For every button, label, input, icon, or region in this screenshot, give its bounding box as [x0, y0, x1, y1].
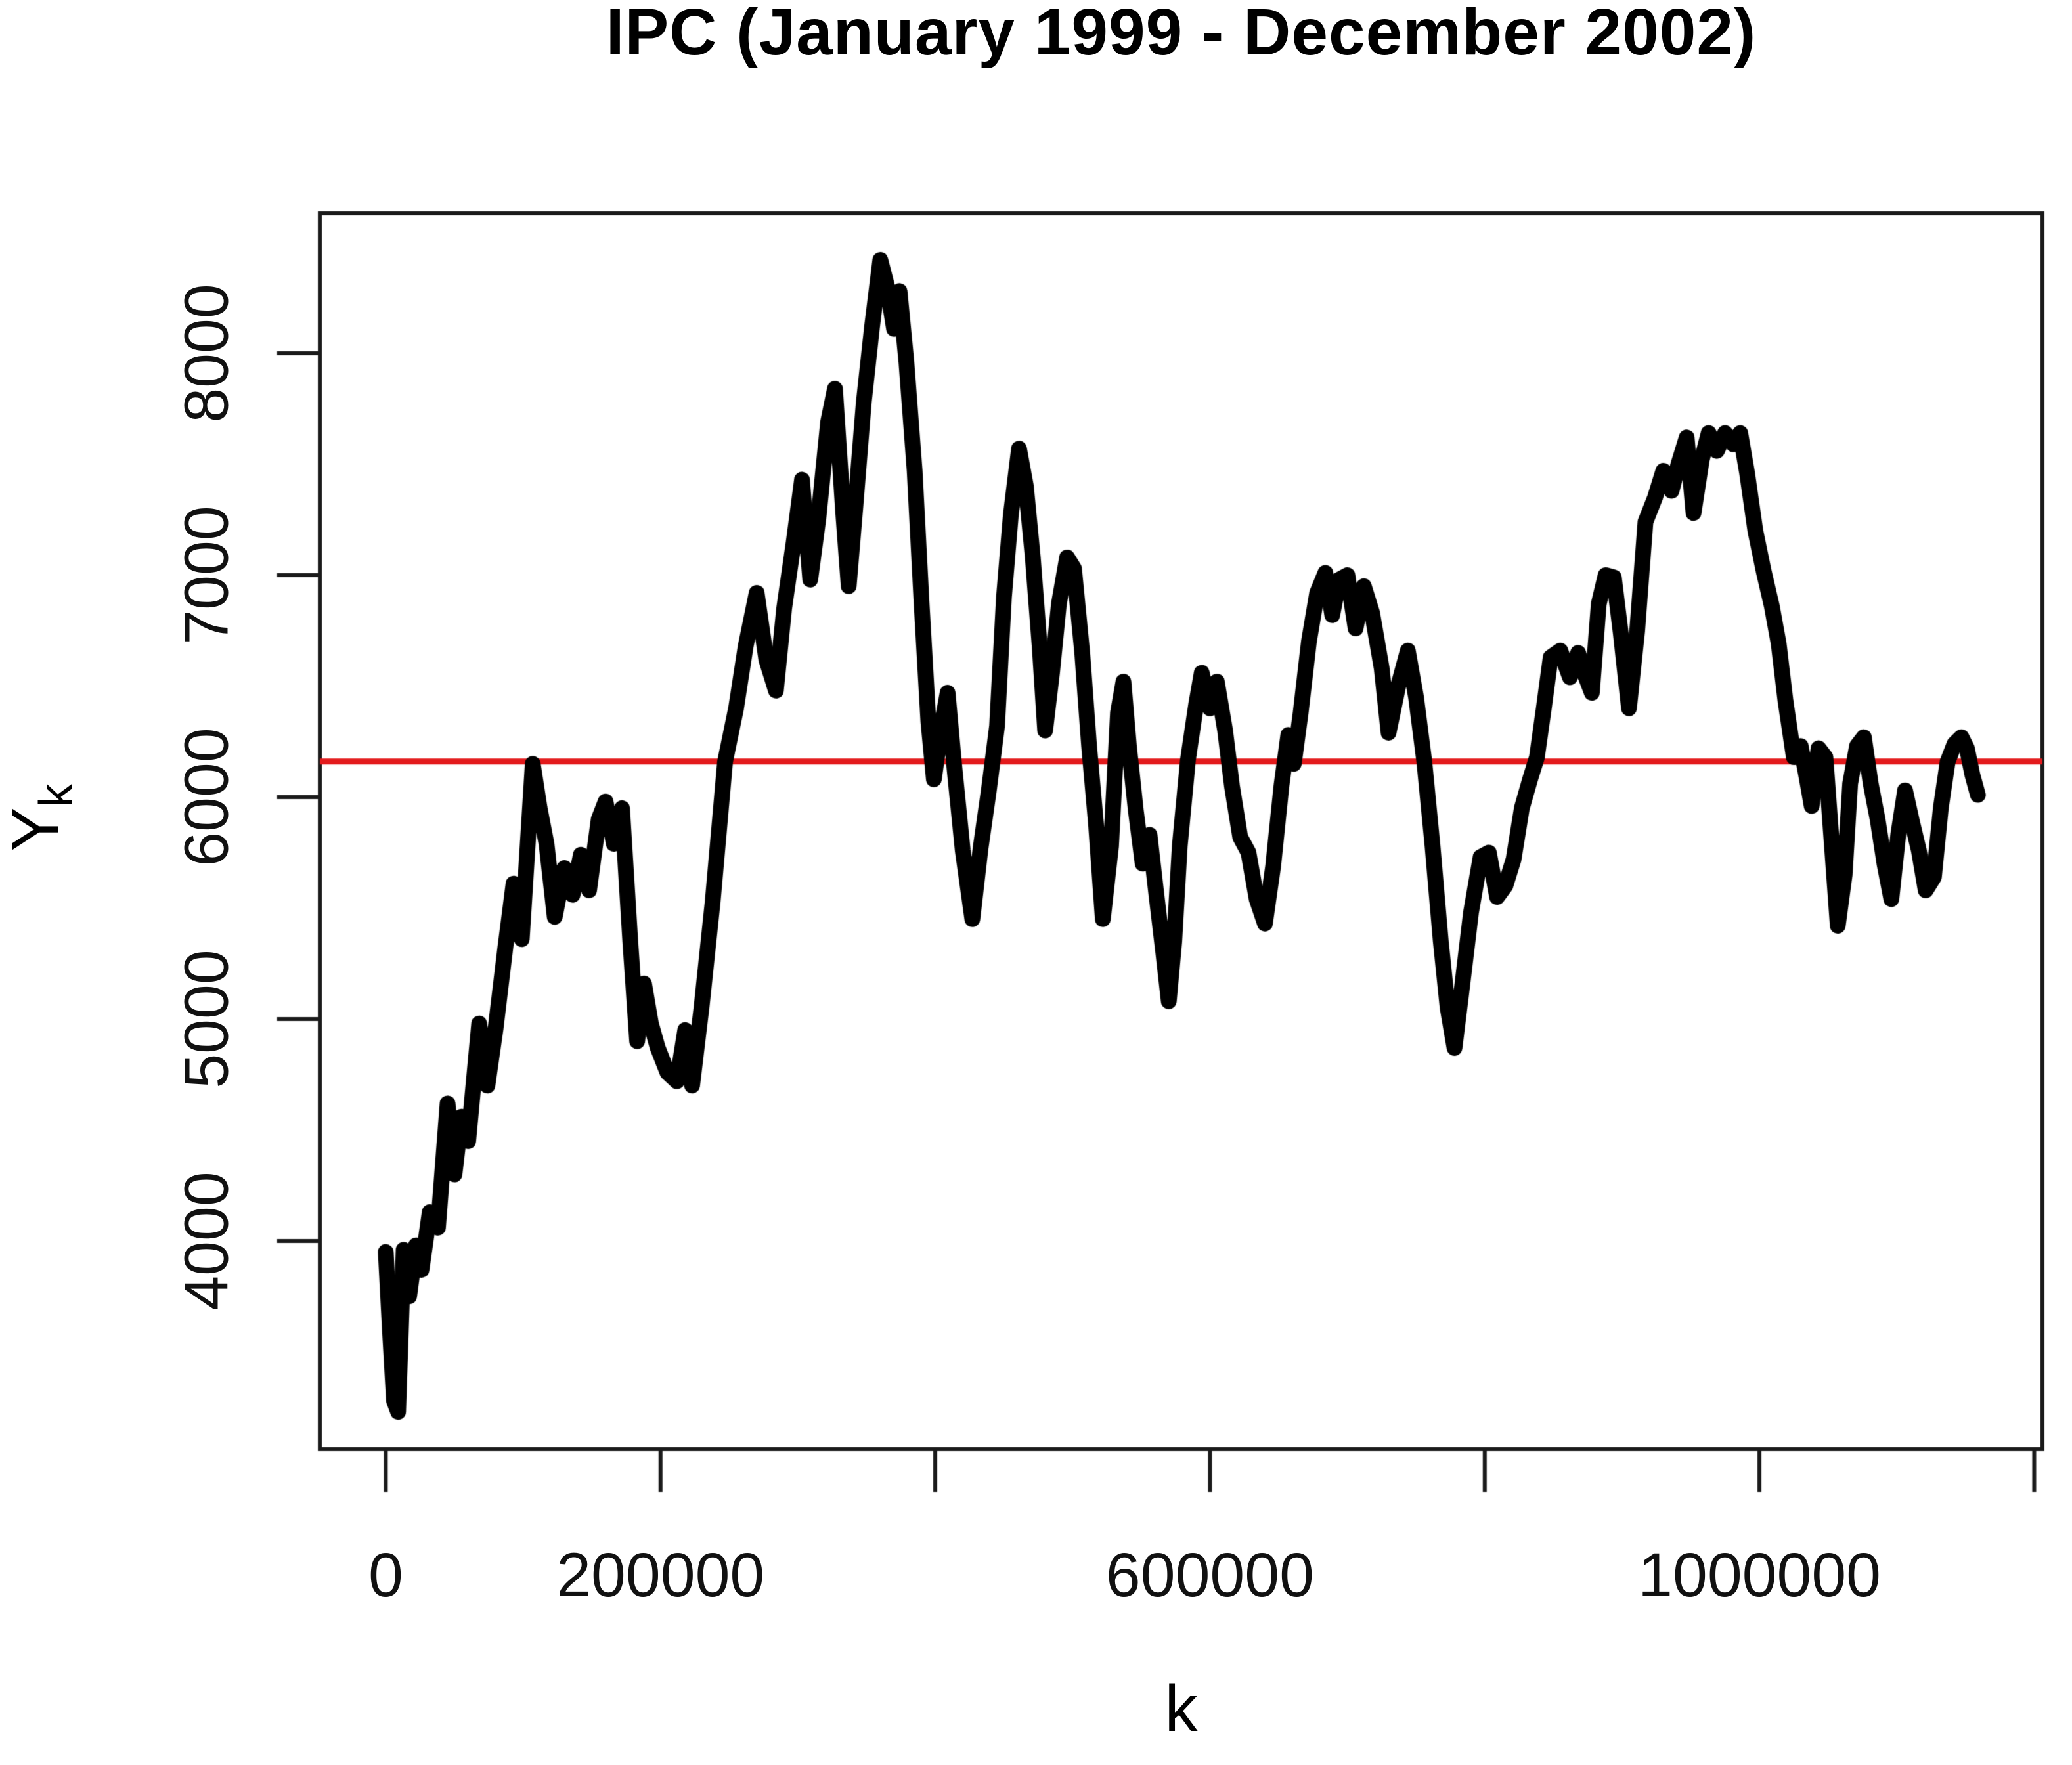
x-tick-label-600000: 600000	[1105, 1540, 1314, 1610]
x-axis-title: k	[1164, 1672, 1198, 1745]
x-tick-label-200000: 200000	[556, 1540, 765, 1610]
y-tick-label-5000: 5000	[171, 949, 242, 1089]
y-axis-title-base: Y	[0, 807, 72, 852]
y-axis-title: Yk	[0, 784, 83, 852]
y-tick-label-4000: 4000	[171, 1171, 242, 1311]
x-tick-label-0: 0	[368, 1540, 403, 1610]
y-tick-label-6000: 6000	[171, 728, 242, 867]
y-axis-title-subscript: k	[30, 783, 83, 808]
y-tick-label-8000: 8000	[171, 284, 242, 423]
chart-title: IPC (January 1999 - December 2002)	[606, 0, 1757, 69]
x-tick-label-1000000: 1000000	[1638, 1540, 1882, 1610]
y-tick-label-7000: 7000	[171, 506, 242, 645]
